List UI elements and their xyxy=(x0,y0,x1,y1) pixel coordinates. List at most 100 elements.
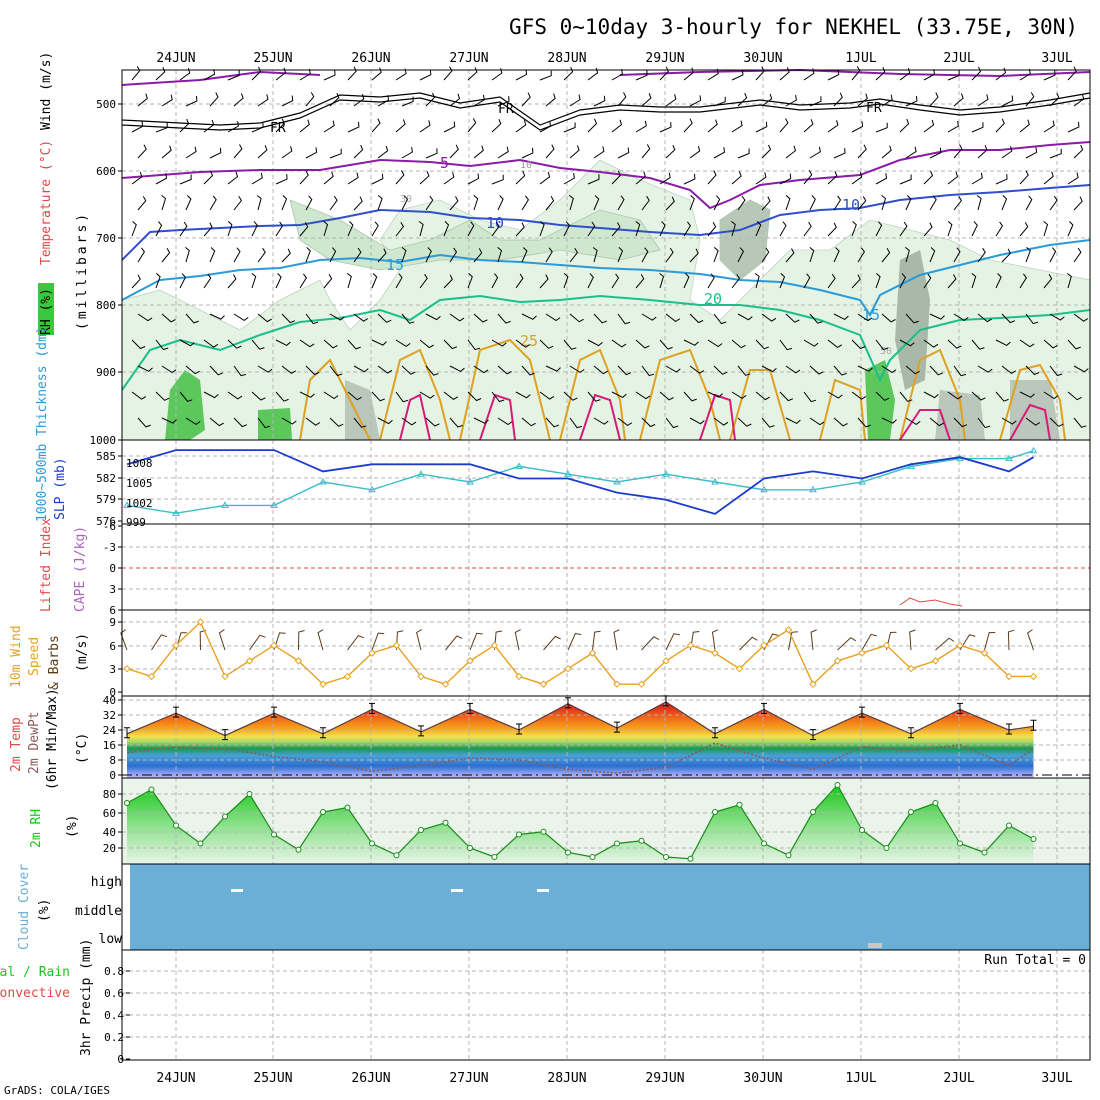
contour-label: 5 xyxy=(440,154,449,172)
wind-barb xyxy=(809,365,824,375)
wind-barb xyxy=(1067,172,1079,185)
rh2m-area xyxy=(127,785,1034,864)
wind-barb xyxy=(419,69,432,81)
wind-barb xyxy=(984,632,996,651)
wind-barb xyxy=(977,145,988,159)
wind-barb xyxy=(443,391,459,401)
chart-title: GFS 0~10day 3-hourly for NEKHEL (33.75E,… xyxy=(509,15,1078,39)
rh2m-yaxis: 80 60 40 20 xyxy=(103,788,122,855)
wind-barb xyxy=(929,247,936,263)
wind-barb xyxy=(1073,417,1087,428)
wind-barb xyxy=(881,248,891,263)
wind-barb xyxy=(785,248,795,263)
wind-barb xyxy=(1067,339,1081,350)
rh2m-grid xyxy=(122,778,1090,864)
wind-barb xyxy=(707,170,717,185)
rh-marker xyxy=(124,800,130,806)
wind-barb xyxy=(587,391,601,402)
stability-yaxis: -6 -3 0 3 6 xyxy=(103,520,122,617)
wind-marker xyxy=(637,680,646,688)
wind-barb xyxy=(233,195,243,211)
wind-barb xyxy=(346,273,352,289)
wind-barb xyxy=(683,339,699,346)
wind-barb xyxy=(563,391,578,401)
wind-barb xyxy=(785,313,800,323)
wind-barb xyxy=(593,146,605,159)
tick-label: 585 xyxy=(96,450,116,463)
temperature-line xyxy=(126,701,1034,737)
wind-barb xyxy=(1001,146,1013,159)
wind-barb xyxy=(904,247,910,263)
wind-barb xyxy=(875,122,888,133)
wind-barb xyxy=(395,221,405,237)
wind-barb xyxy=(905,95,918,107)
wind-barb xyxy=(473,417,489,424)
wind-barb xyxy=(785,195,791,211)
wind-barb xyxy=(497,146,509,159)
wind-barb xyxy=(467,67,478,81)
wind-barb xyxy=(281,365,297,375)
wind-barb xyxy=(1049,365,1063,377)
wind-barb xyxy=(1043,274,1053,289)
wind-barb xyxy=(827,339,843,349)
wind-barb xyxy=(209,92,219,107)
wind-barb xyxy=(971,172,983,185)
wind-barb xyxy=(587,174,600,185)
wind-barb xyxy=(1073,93,1085,107)
wind-barb xyxy=(755,121,768,133)
wind-barb xyxy=(515,222,525,237)
wind-barb xyxy=(371,221,379,237)
wind-barb xyxy=(567,633,582,651)
wind-barb xyxy=(251,273,257,289)
wind-barb xyxy=(419,273,428,289)
wind-barb xyxy=(851,274,861,289)
rh-marker xyxy=(344,804,351,811)
wind-barb xyxy=(635,221,641,237)
wind-barb xyxy=(209,365,223,376)
wind-barb xyxy=(827,391,843,399)
wind-barb xyxy=(273,632,286,651)
wind-barb xyxy=(227,339,242,349)
wind-barb xyxy=(323,70,336,81)
wind-barb xyxy=(443,121,456,133)
wind-barb xyxy=(785,417,801,424)
wind-barb xyxy=(827,273,836,289)
rh2m-unit-label: (%) xyxy=(65,815,80,838)
wind-barb xyxy=(467,221,475,237)
wind-barb xyxy=(617,147,630,159)
minmax-bar xyxy=(418,725,424,737)
rh-marker xyxy=(320,809,326,815)
wind-barb xyxy=(587,273,594,289)
wind-barb xyxy=(521,147,534,159)
thickness-marker xyxy=(858,478,866,485)
wind-barb xyxy=(299,170,309,185)
wind-barb xyxy=(953,417,968,428)
wind-barb xyxy=(425,313,441,321)
wind-barb xyxy=(539,391,555,400)
wind-barb xyxy=(611,339,627,348)
wind-barb xyxy=(131,221,137,237)
wind-barb xyxy=(731,339,746,349)
wind-barb xyxy=(1025,365,1040,376)
rh-marker xyxy=(393,852,400,859)
wind-barb xyxy=(395,119,406,133)
date-label: 24JUN xyxy=(156,51,195,66)
date-label: 24JUN xyxy=(156,1071,195,1086)
wind-barb xyxy=(659,339,673,350)
wind-barb xyxy=(1025,147,1038,159)
thickness-marker xyxy=(466,478,474,485)
wind-barb xyxy=(347,221,354,237)
wind-marker xyxy=(882,641,891,650)
rh-marker xyxy=(442,819,449,826)
minmax-label: (6hr Min/Max) xyxy=(45,688,60,790)
wind-barb xyxy=(1073,313,1089,322)
wind-barb xyxy=(785,365,801,374)
wind-barb xyxy=(563,122,576,133)
wind-marker xyxy=(588,649,597,657)
wind-barb xyxy=(281,195,288,211)
wind-barb xyxy=(563,66,574,81)
wind-barb xyxy=(131,171,143,185)
wind-barb xyxy=(377,248,387,263)
wind-marker xyxy=(760,641,768,650)
wind-barb xyxy=(995,67,1007,81)
